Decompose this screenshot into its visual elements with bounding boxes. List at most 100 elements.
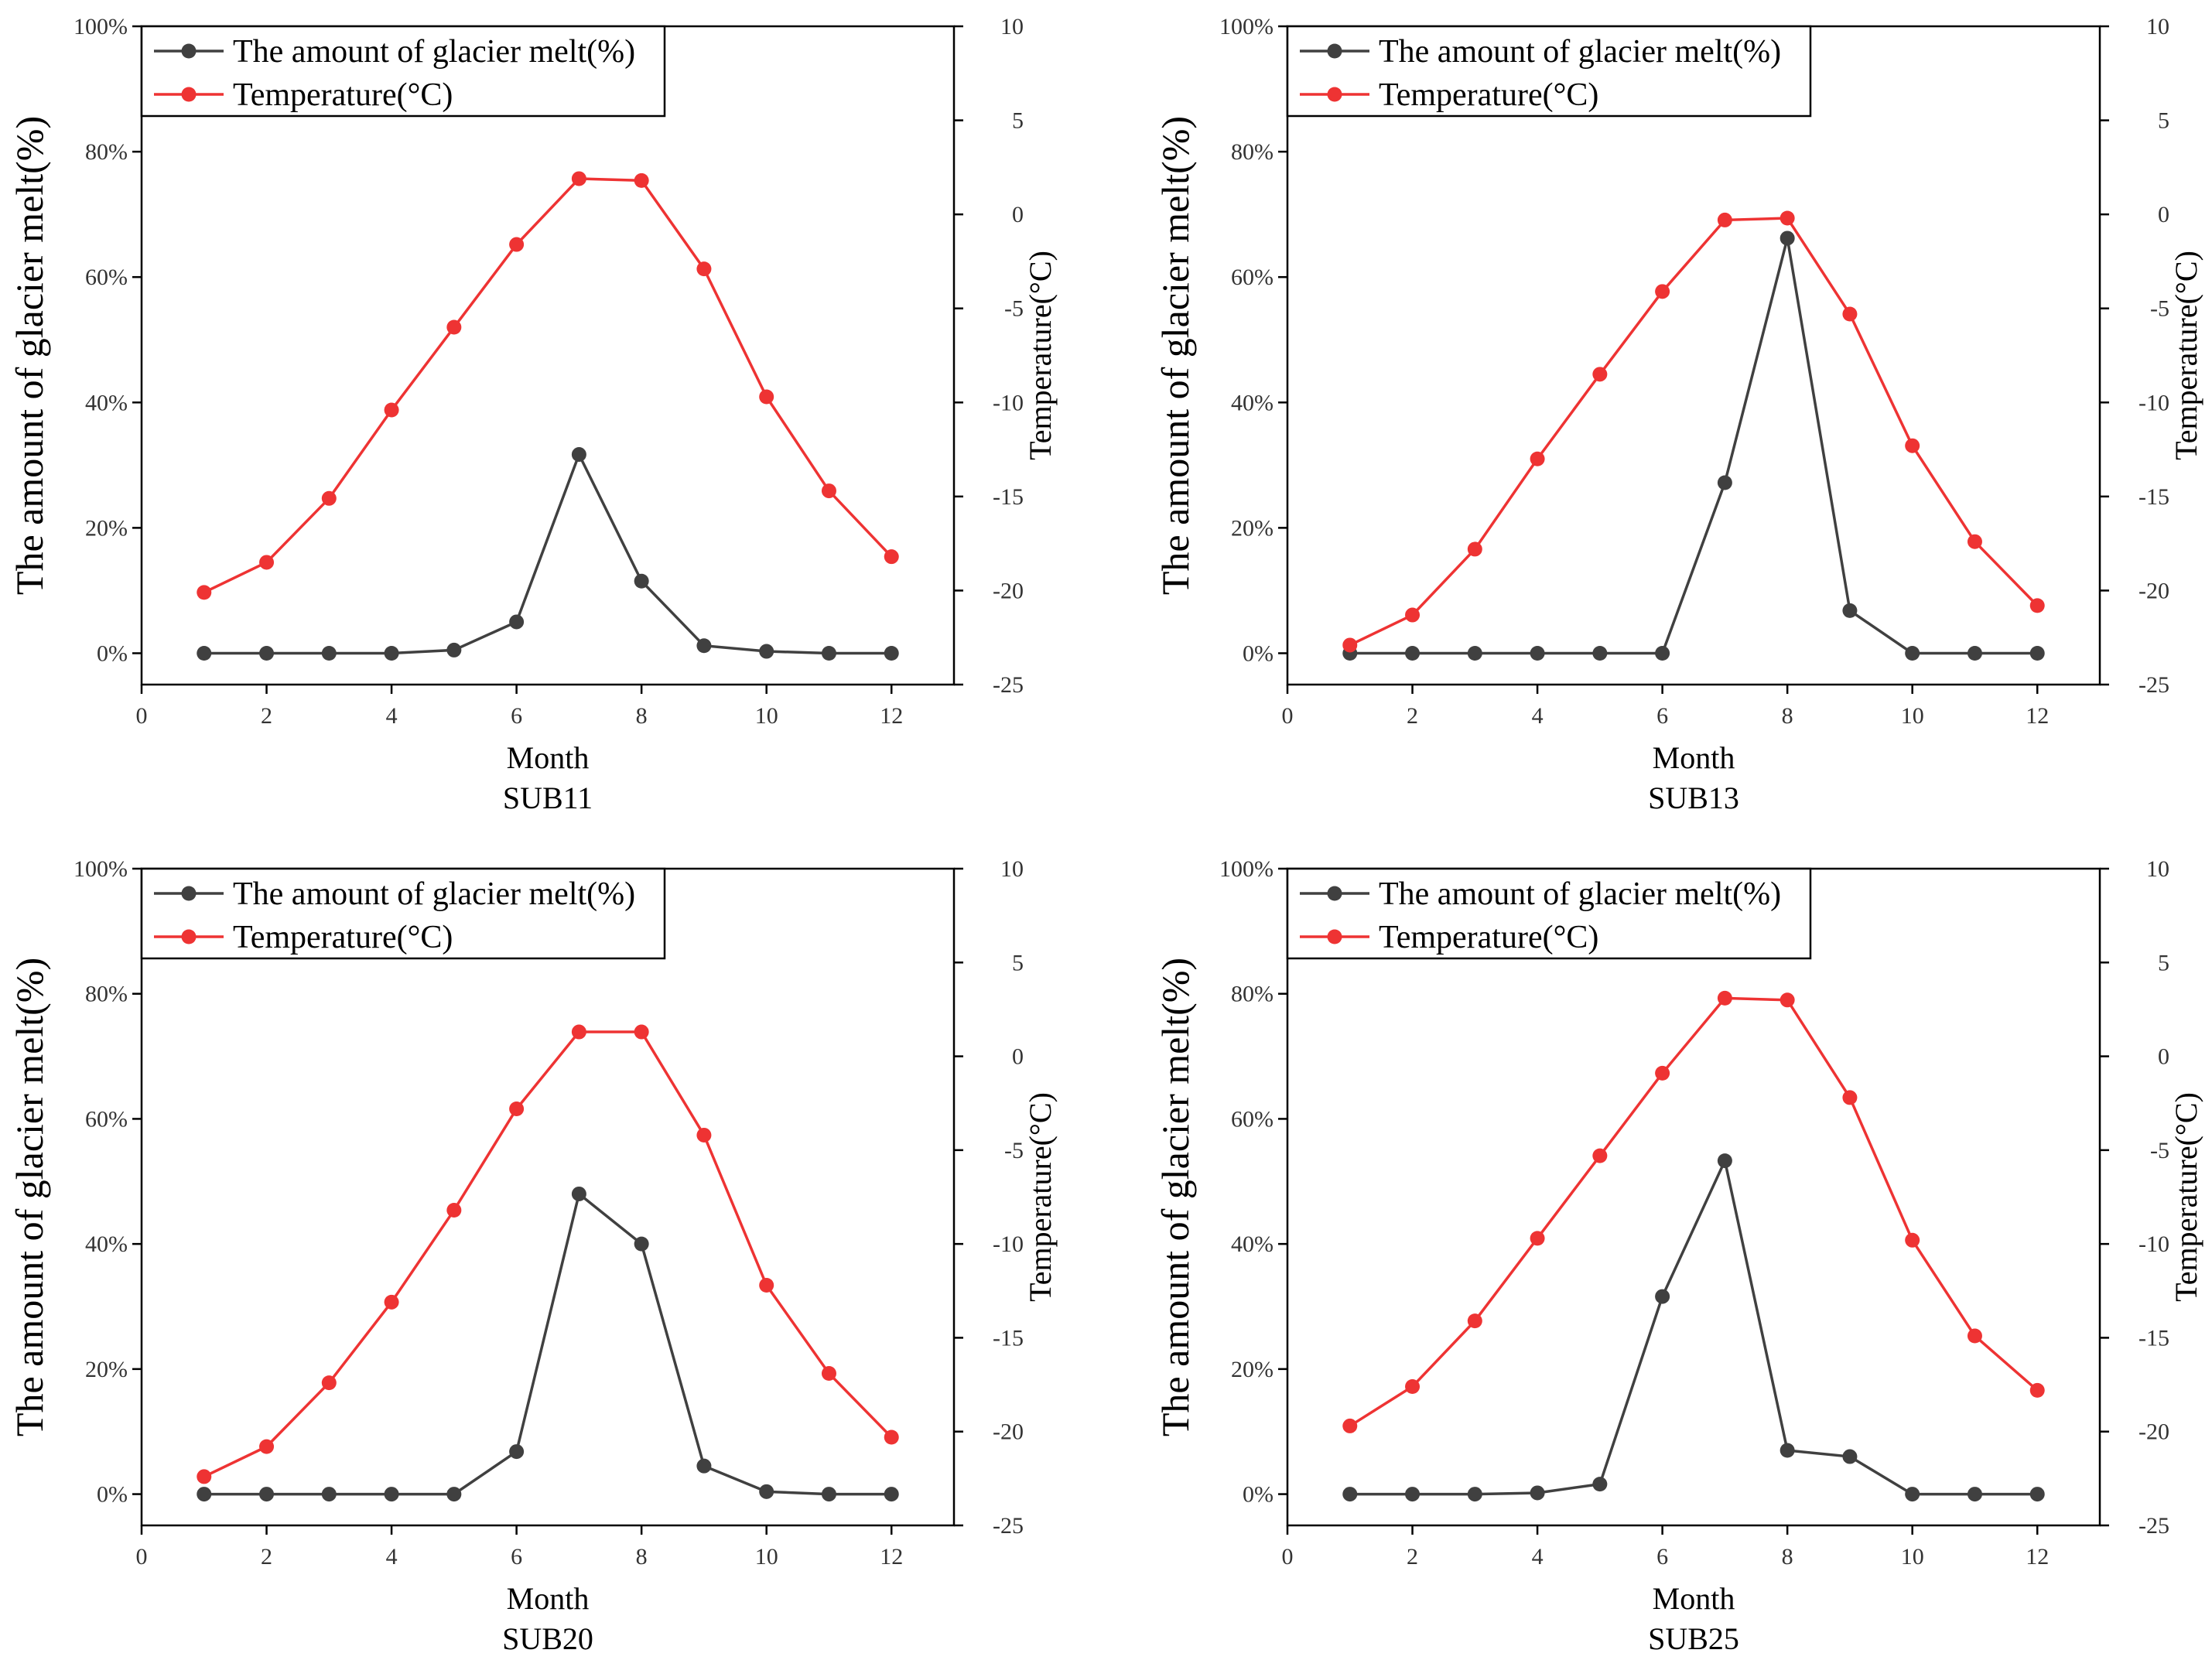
- x-tick-label: 4: [386, 703, 398, 729]
- melt-series-line: [1349, 1156, 2038, 1496]
- panel-subtitle: SUB20: [502, 1621, 593, 1656]
- y-right-tick-label: 0: [1012, 1044, 1024, 1070]
- melt-data-point: [696, 1458, 712, 1474]
- melt-data-point: [1780, 1443, 1795, 1458]
- legend-box: [140, 25, 666, 118]
- y-right-tick-label: 10: [2146, 14, 2169, 39]
- y-left-tick-label: 60%: [1231, 1106, 1274, 1132]
- temperature-data-point: [696, 1127, 712, 1143]
- temperature-data-point: [821, 483, 836, 499]
- x-axis-title: Month: [1653, 1581, 1735, 1616]
- temperature-data-point: [696, 261, 712, 277]
- y-right-tick-label: 0: [1012, 202, 1024, 227]
- y-right-axis-title: Temperature(°C): [2169, 251, 2203, 460]
- melt-data-point: [696, 638, 712, 654]
- x-tick-label: 10: [1901, 1544, 1924, 1569]
- y-right-tick-label: -25: [993, 1513, 1024, 1539]
- y-left-tick-label: 20%: [85, 1357, 128, 1382]
- temperature-series-line: [203, 1030, 893, 1478]
- temperature-data-point: [1530, 1231, 1545, 1246]
- temperature-data-point: [259, 555, 275, 570]
- temperature-data-point: [2029, 1382, 2045, 1398]
- temperature-data-point: [1467, 1313, 1482, 1329]
- y-left-tick-label: 0%: [1243, 640, 1274, 666]
- y-right-tick-label: -5: [1004, 1138, 1024, 1163]
- x-tick-label: 6: [511, 703, 522, 729]
- melt-data-point: [1842, 603, 1858, 618]
- x-tick-label: 12: [2026, 1544, 2049, 1569]
- y-right-axis-title: Temperature(°C): [1023, 251, 1058, 460]
- y-left-tick-label: 40%: [1231, 390, 1274, 415]
- melt-data-point: [509, 614, 525, 630]
- plot-frame: [1286, 25, 2101, 686]
- temperature-data-point: [759, 1278, 774, 1293]
- x-tick-label: 8: [636, 703, 648, 729]
- y-right-tick-label: -20: [993, 578, 1024, 603]
- legend-melt-label: The amount of glacier melt(%): [1379, 876, 1781, 912]
- melt-data-point: [759, 1484, 774, 1499]
- melt-data-point: [1842, 1449, 1858, 1464]
- melt-data-point: [1905, 1487, 1920, 1502]
- y-right-tick-label: -25: [2138, 672, 2169, 698]
- temperature-data-point: [446, 1202, 462, 1218]
- y-right-tick-label: -15: [993, 1325, 1024, 1351]
- y-right-tick-label: -25: [2138, 1513, 2169, 1539]
- y-right-tick-label: -20: [2138, 1419, 2169, 1445]
- melt-series-line: [203, 1191, 892, 1496]
- temperature-data-point: [1842, 1090, 1858, 1105]
- temperature-data-point: [821, 1366, 836, 1382]
- x-tick-label: 4: [386, 1544, 398, 1569]
- y-right-tick-label: -10: [993, 390, 1024, 415]
- melt-data-point: [1405, 1487, 1421, 1502]
- y-left-tick-label: 0%: [97, 1482, 128, 1508]
- melt-data-point: [1780, 231, 1795, 246]
- temperature-data-point: [571, 171, 586, 186]
- panel-subtitle: SUB11: [503, 780, 593, 815]
- panel-subtitle: SUB25: [1648, 1621, 1739, 1656]
- x-tick-label: 12: [2026, 703, 2049, 729]
- x-tick-label: 0: [136, 703, 148, 729]
- legend-temperature-label: Temperature(°C): [1379, 920, 1598, 955]
- chart-panel-sub25: 0 2 4 6 8 10 12 0% 20% 40% 60% 80% 100% -25 -20 -15 -10 -…: [1154, 856, 2203, 1656]
- y-right-axis-title: Temperature(°C): [1023, 1092, 1058, 1302]
- y-left-tick-label: 20%: [1231, 1357, 1274, 1382]
- legend-melt-swatch-marker: [181, 886, 197, 901]
- legend-melt-label: The amount of glacier melt(%): [1379, 34, 1781, 70]
- y-left-tick-label: 40%: [85, 1231, 128, 1257]
- y-right-tick-label: -10: [993, 1231, 1024, 1257]
- temperature-series-line: [203, 177, 893, 594]
- y-left-axis-title: The amount of glacier melt(%): [1154, 116, 1197, 595]
- melt-data-point: [259, 645, 275, 661]
- y-right-tick-label: 0: [2158, 202, 2169, 227]
- y-left-tick-label: 40%: [85, 390, 128, 415]
- x-tick-label: 2: [261, 703, 272, 729]
- legend-temperature-label: Temperature(°C): [233, 920, 453, 955]
- temperature-data-point: [1842, 306, 1858, 322]
- melt-data-point: [321, 645, 337, 661]
- y-left-axis-title: The amount of glacier melt(%): [8, 116, 51, 595]
- y-right-tick-label: -15: [2138, 484, 2169, 510]
- x-tick-label: 10: [755, 703, 778, 729]
- y-right-tick-label: 5: [2158, 108, 2169, 134]
- melt-data-point: [634, 573, 649, 589]
- chart-panel-sub13: 0 2 4 6 8 10 12 0% 20% 40% 60% 80% 100% -25 -20 -15 -10 -…: [1154, 14, 2203, 815]
- y-right-tick-label: -15: [2138, 1325, 2169, 1351]
- y-right-tick-label: 10: [1000, 856, 1024, 882]
- x-tick-label: 8: [636, 1544, 648, 1569]
- temperature-data-point: [321, 490, 337, 506]
- temperature-data-point: [197, 585, 212, 600]
- y-left-tick-label: 100%: [1219, 14, 1274, 39]
- y-right-tick-label: 5: [1012, 108, 1024, 134]
- temperature-data-point: [446, 319, 462, 335]
- melt-data-point: [2029, 1487, 2045, 1502]
- temperature-data-point: [1592, 367, 1608, 382]
- legend-melt-swatch-marker: [1327, 886, 1342, 901]
- y-right-tick-label: -15: [993, 484, 1024, 510]
- legend-temperature-swatch-marker: [181, 929, 197, 944]
- x-tick-label: 12: [880, 1544, 903, 1569]
- x-tick-label: 2: [261, 1544, 272, 1569]
- temperature-data-point: [1717, 212, 1732, 227]
- y-right-tick-label: 10: [1000, 14, 1024, 39]
- y-left-tick-label: 60%: [1231, 265, 1274, 290]
- y-left-axis-title: The amount of glacier melt(%): [1154, 958, 1197, 1436]
